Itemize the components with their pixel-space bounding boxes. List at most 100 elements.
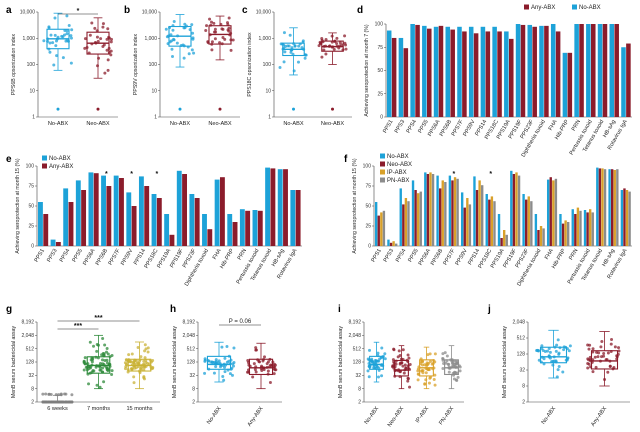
data-point — [453, 362, 457, 366]
data-point — [172, 37, 176, 41]
y-tick-label: 2,048 — [512, 320, 525, 326]
panel-label-c: c — [242, 5, 248, 16]
data-point — [223, 37, 227, 41]
data-point — [65, 14, 69, 18]
x-tick-label: 6 weeks — [47, 406, 68, 412]
data-point — [105, 350, 109, 354]
data-point — [89, 366, 93, 370]
data-point — [344, 47, 348, 51]
bar — [530, 201, 533, 246]
y-tick-label: 100 — [149, 62, 158, 68]
data-point — [182, 56, 186, 60]
data-point — [99, 37, 103, 41]
data-point — [421, 371, 425, 375]
data-point — [191, 37, 195, 41]
bar — [438, 25, 444, 117]
data-point — [83, 362, 87, 366]
data-point — [83, 46, 87, 50]
data-point — [102, 380, 106, 384]
bar — [417, 193, 420, 246]
y-axis-label: MenB serum bactericidal assay — [502, 326, 508, 398]
y-tick-label: 75 — [377, 45, 383, 51]
data-point — [98, 368, 102, 372]
bar — [621, 47, 626, 117]
data-point — [42, 39, 46, 43]
bar — [571, 209, 574, 246]
data-point — [101, 336, 105, 340]
data-point — [41, 392, 45, 396]
y-tick-label: 512 — [187, 346, 196, 352]
bar — [151, 194, 157, 246]
data-point — [88, 340, 92, 344]
data-point — [90, 21, 94, 25]
bar — [113, 175, 119, 246]
data-point — [110, 354, 114, 358]
data-point — [441, 352, 445, 356]
bar — [295, 190, 301, 246]
y-tick-label: 32 — [189, 373, 195, 379]
bar — [374, 202, 378, 246]
data-point — [562, 348, 566, 352]
data-point — [127, 353, 131, 357]
bar — [468, 26, 474, 117]
y-axis-label: Achieving seroprotection at month 7 (%) — [364, 24, 370, 117]
bar — [473, 33, 479, 117]
bar — [500, 238, 503, 246]
bar — [481, 185, 484, 246]
data-point — [251, 375, 255, 379]
data-point — [600, 340, 604, 344]
y-tick-label: 10,000 — [20, 10, 36, 16]
data-point — [221, 35, 225, 39]
data-point — [428, 352, 432, 356]
data-point — [69, 400, 73, 404]
bar — [433, 26, 439, 117]
bar — [610, 169, 614, 246]
significance-star: * — [156, 171, 159, 178]
y-tick-label: 0 — [31, 244, 34, 250]
y-tick-label: 32 — [355, 373, 361, 379]
bar — [497, 214, 501, 246]
data-point — [144, 361, 148, 365]
data-point — [231, 364, 235, 368]
data-point — [556, 338, 560, 342]
data-point — [208, 17, 212, 21]
bar — [567, 52, 573, 117]
data-point — [54, 39, 58, 43]
data-point — [92, 344, 96, 348]
bar — [424, 172, 427, 246]
y-axis-label: PPS18C opsonization index — [247, 32, 253, 97]
data-point — [70, 393, 74, 397]
data-point — [452, 377, 456, 381]
data-point — [428, 376, 432, 380]
data-point — [151, 365, 155, 369]
bar — [468, 204, 472, 246]
outlier-point — [96, 107, 100, 111]
bar — [398, 37, 404, 118]
box — [248, 358, 274, 376]
data-point — [254, 370, 258, 374]
data-point — [143, 356, 147, 360]
data-point — [101, 45, 105, 49]
data-point — [458, 369, 462, 373]
bar — [609, 24, 615, 117]
bar — [574, 24, 579, 117]
x-tick-label: PRN — [568, 248, 579, 261]
significance-star: *** — [94, 315, 102, 322]
bar — [601, 168, 604, 246]
legend-swatch — [380, 169, 385, 175]
data-point — [297, 44, 301, 48]
data-point — [210, 40, 214, 44]
data-point — [408, 385, 412, 389]
data-point — [366, 369, 370, 373]
data-point — [98, 361, 102, 365]
bar — [50, 239, 56, 246]
data-point — [279, 42, 283, 46]
bar — [520, 24, 526, 117]
data-point — [228, 372, 232, 376]
data-point — [335, 36, 339, 40]
x-tick-label: PPS4 — [395, 248, 407, 263]
data-point — [105, 368, 109, 372]
bar — [602, 24, 608, 117]
data-point — [53, 33, 57, 37]
bar — [391, 37, 397, 118]
